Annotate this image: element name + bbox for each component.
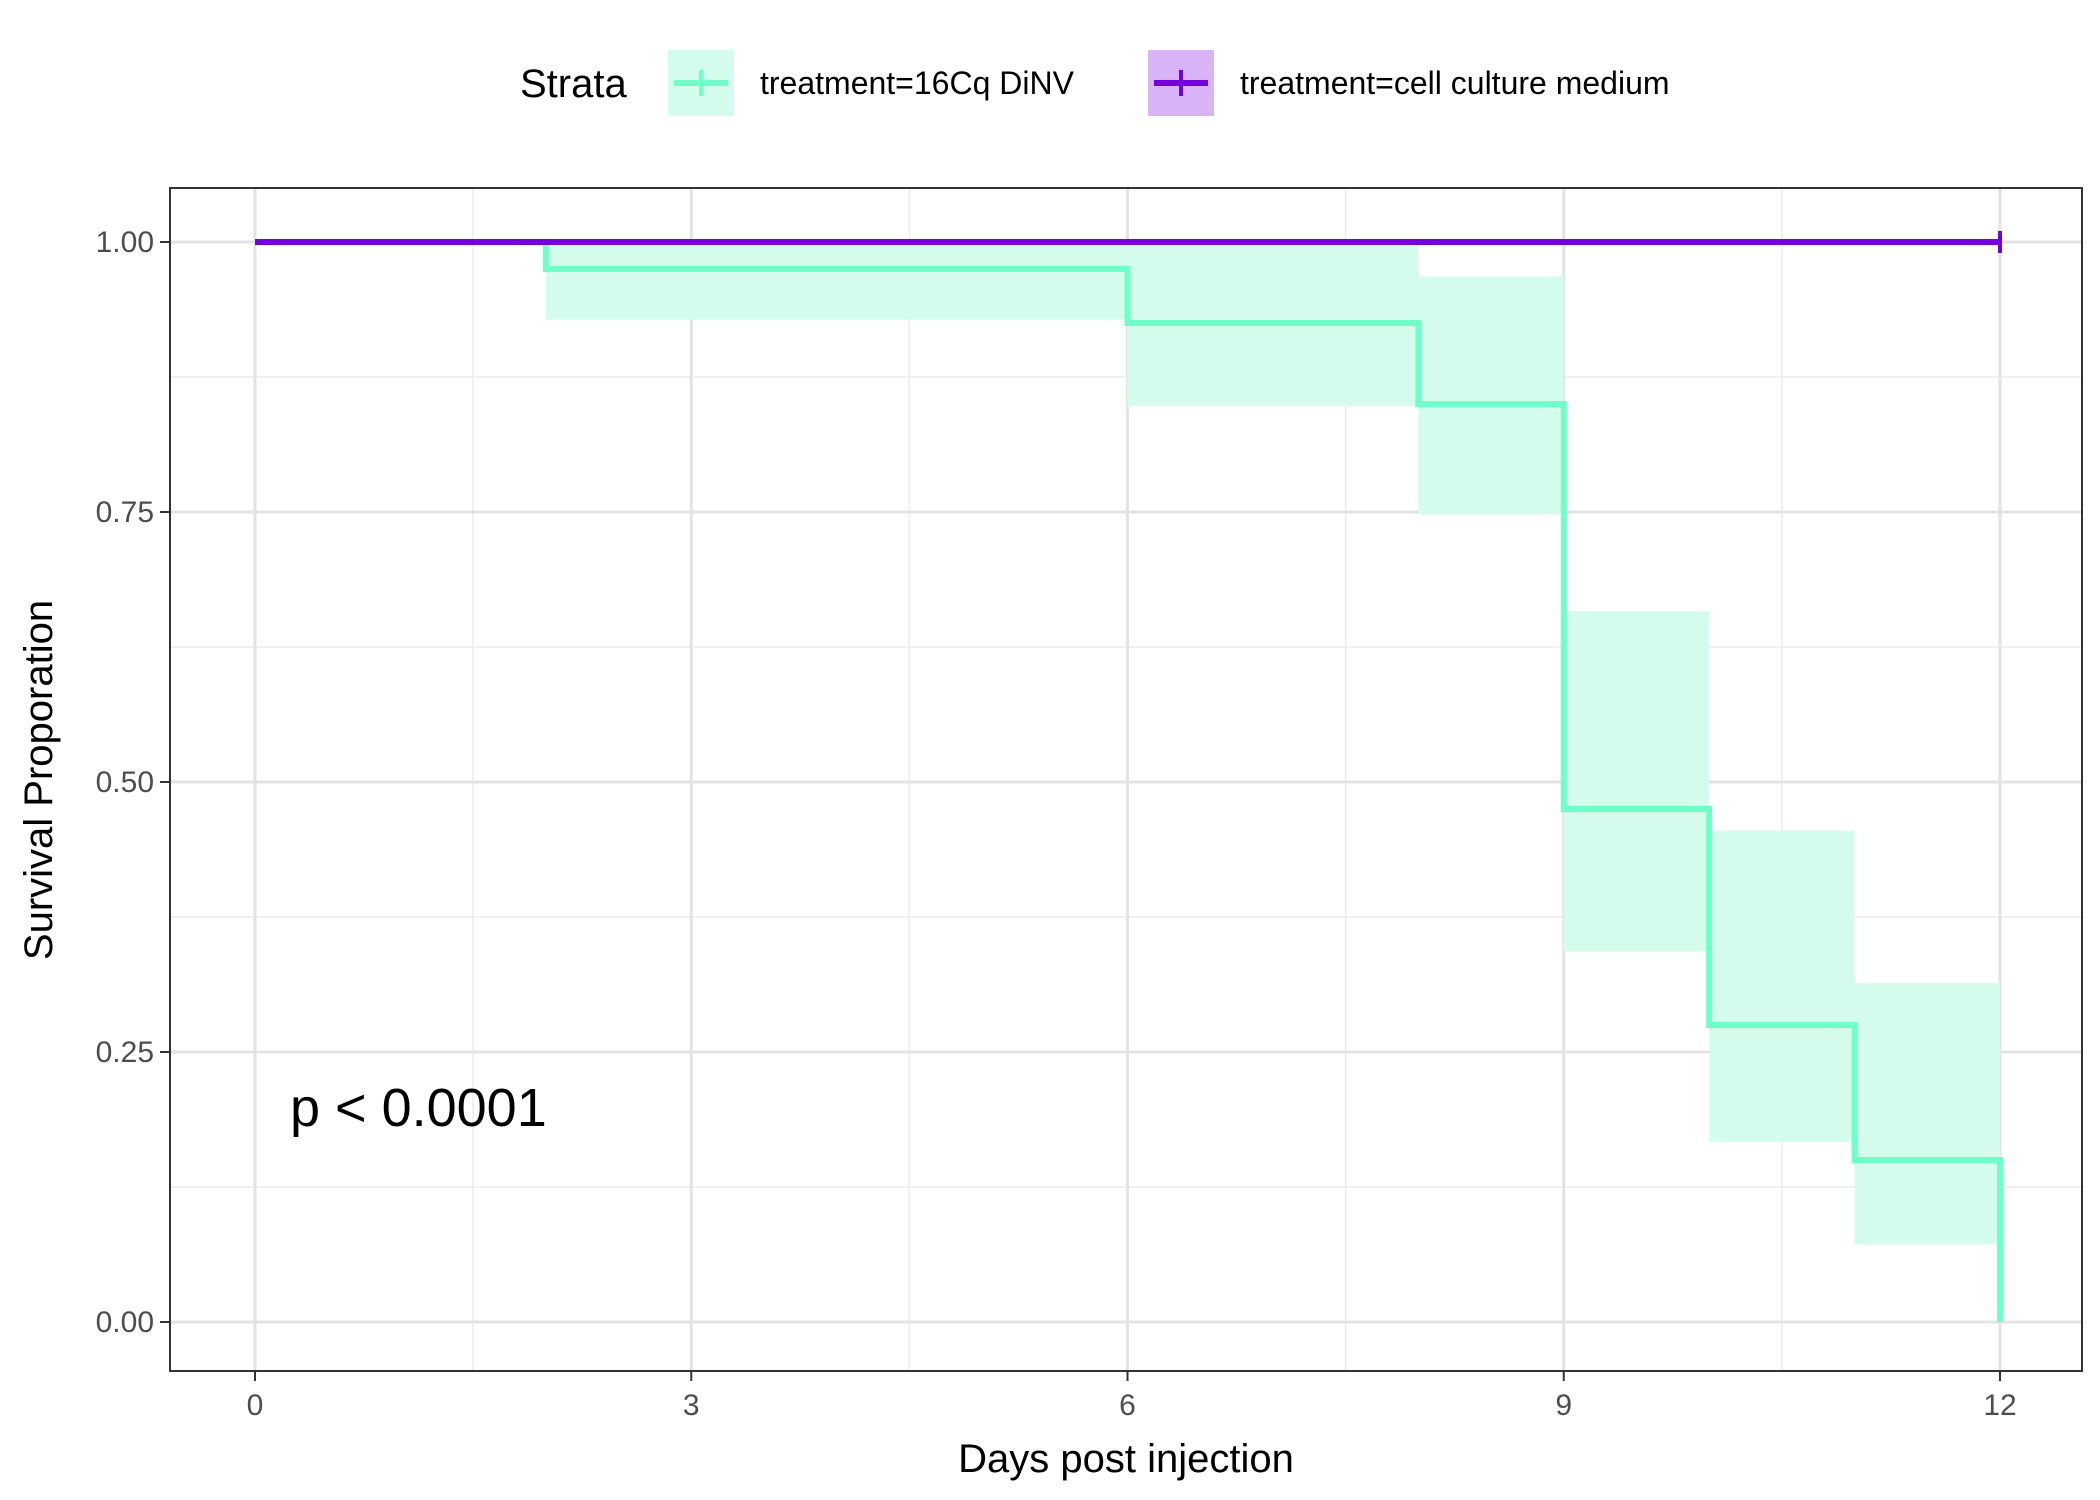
y-tick-label: 0.00 <box>96 1306 154 1339</box>
x-tick-label: 12 <box>1983 1389 2016 1422</box>
x-tick-label: 6 <box>1119 1389 1136 1422</box>
plot-panel-border <box>169 187 2083 1372</box>
legend-label: treatment=cell culture medium <box>1240 65 1670 101</box>
confidence-band <box>545 242 1128 320</box>
axes: 0 3 6 9 12 0.00 0.25 0.50 0.75 1.00 <box>96 226 2017 1422</box>
survival-curve <box>255 239 2003 1322</box>
x-tick-label: 0 <box>247 1389 264 1422</box>
y-tick-label: 0.25 <box>96 1036 154 1069</box>
confidence-band <box>1563 611 1710 952</box>
legend-label: treatment=16Cq DiNV <box>760 65 1075 101</box>
legend-title: Strata <box>520 62 627 106</box>
y-tick-label: 1.00 <box>96 226 154 259</box>
y-tick-label: 0.50 <box>96 766 154 799</box>
y-axis-title: Survival Proporation <box>17 600 61 960</box>
y-tick-label: 0.75 <box>96 496 154 529</box>
p-value-annotation: p < 0.0001 <box>290 1078 547 1138</box>
survival-curves <box>255 231 2003 1322</box>
confidence-band <box>1854 982 2000 1245</box>
x-tick-label: 3 <box>683 1389 700 1422</box>
x-axis-title: Days post injection <box>958 1437 1294 1481</box>
confidence-band <box>1709 830 1855 1142</box>
confidence-band <box>1418 276 1564 515</box>
x-tick-label: 9 <box>1555 1389 1572 1422</box>
legend: Strata treatment=16Cq DiNV treatment=cell… <box>520 50 1670 116</box>
